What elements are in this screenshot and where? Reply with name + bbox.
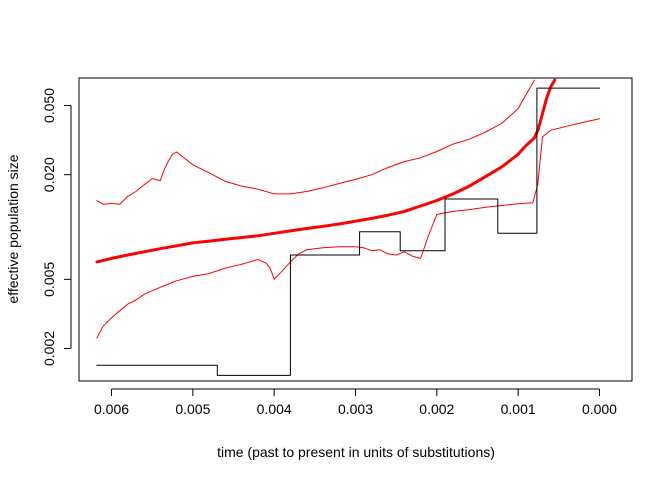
series-median [95,78,557,264]
y-tick-label: 0.020 [41,157,57,192]
y-tick-label: 0.002 [41,331,57,366]
y-tick-label: 0.050 [41,88,57,123]
x-tick-label: 0.000 [582,401,617,417]
series-lower [96,118,600,339]
y-axis: 0.002 0.005 0.020 0.050 [41,88,72,366]
plot-frame [78,77,633,382]
x-tick-label: 0.002 [419,401,454,417]
x-tick-label: 0.004 [257,401,292,417]
y-axis-title: effective population size [5,154,21,303]
x-tick-label: 0.003 [338,401,373,417]
x-axis: 0.006 0.005 0.004 0.003 0.002 0.001 0.000 [94,388,617,417]
series-true-trajectory [96,87,600,376]
plot-area [95,78,600,376]
x-axis-title: time (past to present in units of substi… [217,444,495,460]
y-tick-label: 0.005 [41,262,57,297]
x-tick-label: 0.001 [501,401,536,417]
x-tick-label: 0.005 [175,401,210,417]
x-tick-label: 0.006 [94,401,129,417]
series-upper [96,79,535,205]
